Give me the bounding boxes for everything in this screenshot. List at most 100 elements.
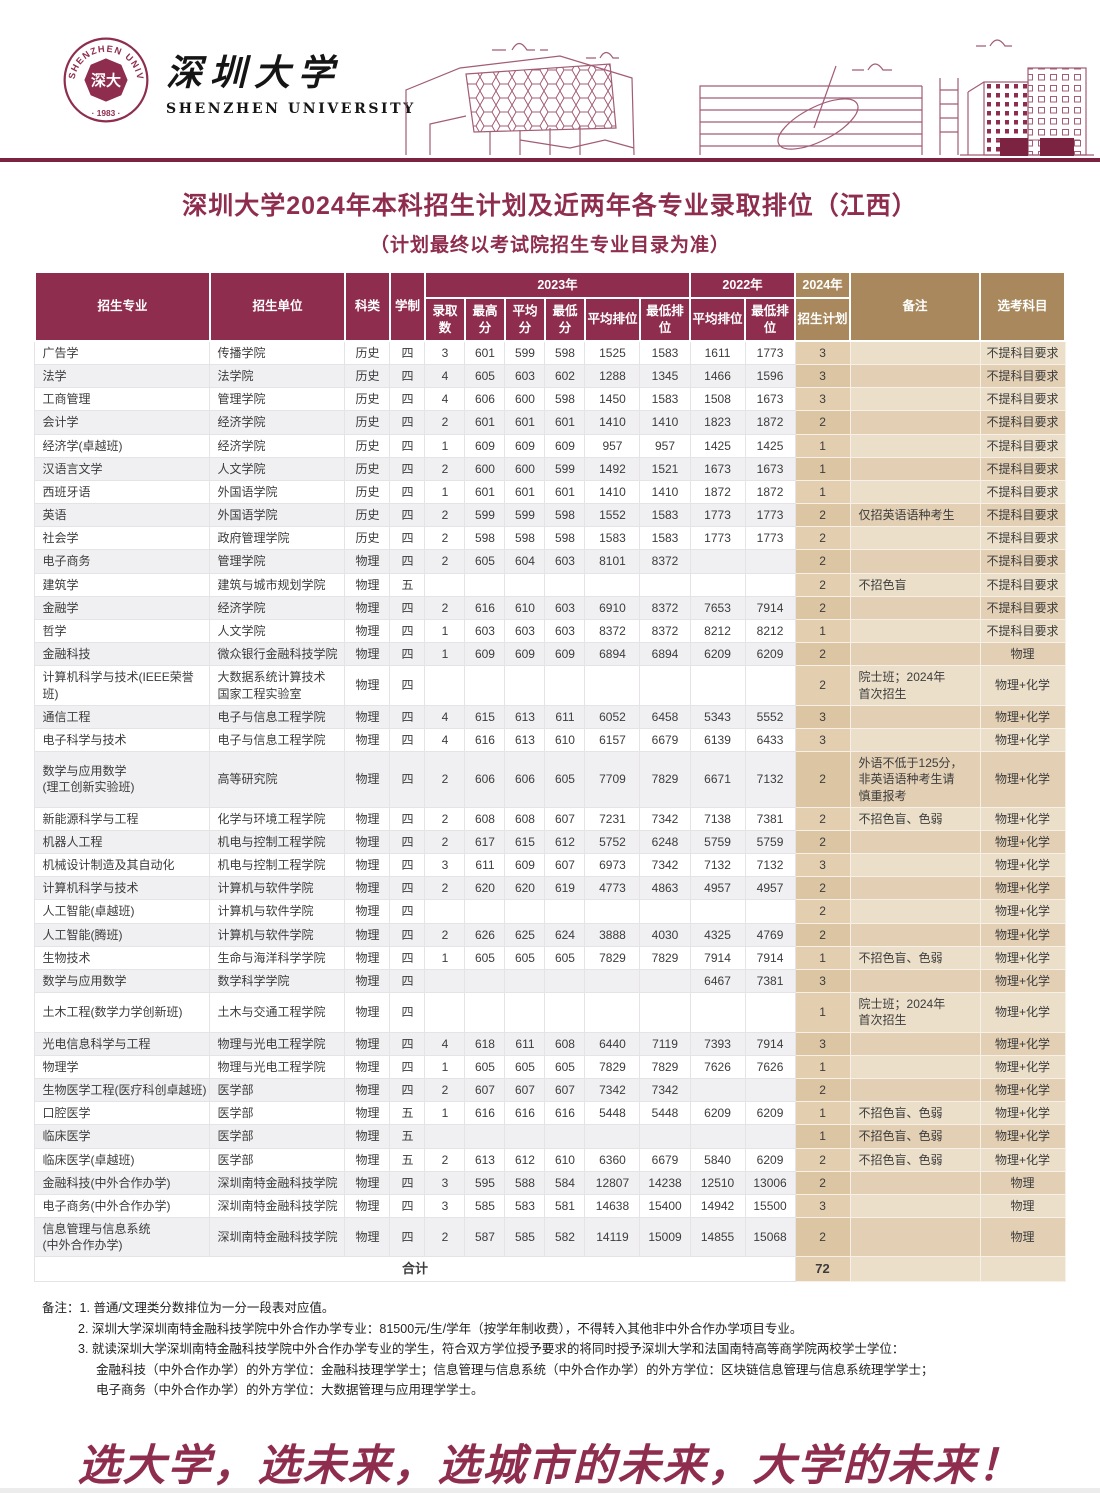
avg-rank-2022-cell: 7138 <box>689 806 746 831</box>
min-score-cell: 582 <box>544 1217 586 1258</box>
header-2024: 2024年 <box>794 270 852 300</box>
table-row: 英语 外国语学院 历史 四 2 599 599 598 1552 1583 17… <box>34 503 1066 528</box>
unit-cell: 建筑与城市规划学院 <box>209 572 346 597</box>
max-score-cell: 617 <box>464 829 506 855</box>
subjects-cell: 物理+化学 <box>979 968 1066 994</box>
avg-rank-2022-cell: 6671 <box>689 751 746 808</box>
table-row: 机器人工程 机电与控制工程学院 物理 四 2 617 615 612 5752 … <box>34 829 1066 855</box>
category-cell: 物理 <box>344 665 391 706</box>
header-duration: 学制 <box>388 271 426 342</box>
subjects-cell: 物理+化学 <box>979 922 1066 947</box>
max-score-cell: 601 <box>464 340 506 365</box>
avg-score-cell: 613 <box>504 727 546 753</box>
table-row: 电子商务(中外合作办学) 深圳南特金融科技学院 物理 四 3 585 583 5… <box>34 1193 1066 1219</box>
subjects-cell: 物理+化学 <box>979 945 1066 971</box>
remark-cell <box>849 642 981 667</box>
min-rank-2023-cell: 7829 <box>639 1054 691 1079</box>
table-row: 金融科技 微众银行金融科技学院 物理 四 1 609 609 609 6894 … <box>34 642 1066 667</box>
admitted-count-cell <box>424 1124 466 1149</box>
avg-rank-2023-cell: 1492 <box>584 456 641 481</box>
note-line: 备注：1. 普通/文理类分数排位为一分一段表对应值。 <box>42 1300 335 1315</box>
min-rank-2022-cell: 8212 <box>744 618 796 644</box>
logo-chinese-name: 深圳大学 <box>166 51 343 94</box>
table-row: 广告学 传播学院 历史 四 3 601 599 598 1525 1583 16… <box>34 340 1066 365</box>
remark-cell <box>849 479 981 505</box>
avg-rank-2023-cell: 4773 <box>584 876 641 901</box>
plan-2024-cell: 1 <box>794 992 851 1033</box>
table-row: 法学 法学院 历史 四 4 605 603 602 1288 1345 1466… <box>34 363 1066 389</box>
min-rank-2022-cell <box>744 1124 796 1149</box>
category-cell: 物理 <box>344 727 391 753</box>
plan-2024-cell: 3 <box>794 1193 851 1219</box>
min-score-cell: 601 <box>544 479 586 505</box>
unit-cell: 计算机与软件学院 <box>209 876 346 901</box>
admitted-count-cell <box>424 899 466 924</box>
category-cell: 物理 <box>344 595 391 621</box>
subjects-cell: 不提科目要求 <box>979 363 1066 389</box>
header-avg-rank-2023: 平均排位 <box>583 297 641 342</box>
plan-2024-cell: 1 <box>794 945 851 971</box>
min-rank-2022-cell <box>744 665 796 706</box>
plan-2024-cell: 2 <box>794 1077 851 1103</box>
admitted-count-cell: 3 <box>424 1170 466 1195</box>
avg-score-cell <box>504 899 546 924</box>
plan-2024-cell: 1 <box>794 479 851 505</box>
admitted-count-cell: 2 <box>424 410 466 435</box>
remark-cell: 院士班；2024年 首次招生 <box>849 992 981 1033</box>
university-seal-icon: SHENZHEN UNIVERSITY 深大 · 1983 · <box>62 36 149 123</box>
avg-rank-2022-cell: 1773 <box>689 526 746 551</box>
avg-rank-2022-cell: 8212 <box>689 618 746 644</box>
header-major: 招生专业 <box>33 271 211 342</box>
min-rank-2022-cell: 6209 <box>744 1147 796 1172</box>
plan-2024-cell: 3 <box>794 853 851 878</box>
major-cell: 计算机科学与技术(IEEE荣誉班) <box>34 665 211 706</box>
major-cell: 广告学 <box>34 340 211 365</box>
avg-rank-2022-cell: 1425 <box>689 433 746 458</box>
remark-cell: 不招色盲、色弱 <box>849 1147 981 1172</box>
duration-cell: 四 <box>389 1031 426 1056</box>
subjects-cell: 物理+化学 <box>979 704 1066 729</box>
min-score-cell: 584 <box>544 1170 586 1195</box>
remark-cell <box>849 1193 981 1219</box>
major-cell: 生物技术 <box>34 945 211 971</box>
min-rank-2023-cell: 7829 <box>639 751 691 808</box>
major-cell: 电子商务 <box>34 549 211 574</box>
avg-score-cell <box>504 992 546 1033</box>
duration-cell: 四 <box>389 853 426 878</box>
table-row: 西班牙语 外国语学院 历史 四 1 601 601 601 1410 1410 … <box>34 479 1066 505</box>
plan-2024-cell: 3 <box>794 1031 851 1056</box>
seal-year: · 1983 · <box>92 108 121 118</box>
min-rank-2022-cell: 1673 <box>744 387 796 412</box>
major-cell: 电子商务(中外合作办学) <box>34 1193 211 1219</box>
min-score-cell: 612 <box>544 829 586 855</box>
avg-rank-2022-cell: 1508 <box>689 387 746 412</box>
remark-cell: 不招色盲 <box>849 572 981 597</box>
min-rank-2023-cell <box>639 968 691 994</box>
min-rank-2023-cell: 1345 <box>639 363 691 389</box>
avg-score-cell <box>504 665 546 706</box>
min-score-cell: 598 <box>544 340 586 365</box>
admitted-count-cell: 3 <box>424 1193 466 1219</box>
min-rank-2022-cell: 15068 <box>744 1217 796 1258</box>
avg-rank-2023-cell <box>584 968 641 994</box>
avg-score-cell: 604 <box>504 549 546 574</box>
remark-cell <box>849 526 981 551</box>
max-score-cell <box>464 1124 506 1149</box>
table-row: 电子商务 管理学院 物理 四 2 605 604 603 8101 8372 2… <box>34 549 1066 574</box>
min-rank-2023-cell: 15009 <box>639 1217 691 1258</box>
plan-2024-cell: 2 <box>794 806 851 831</box>
plan-2024-cell: 2 <box>794 1217 851 1258</box>
avg-rank-2022-cell: 6467 <box>689 968 746 994</box>
plan-2024-cell: 1 <box>794 433 851 458</box>
avg-score-cell: 603 <box>504 618 546 644</box>
max-score-cell <box>464 992 506 1033</box>
table-row: 临床医学(卓越班) 医学部 物理 五 2 613 612 610 6360 66… <box>34 1147 1066 1172</box>
duration-cell: 四 <box>389 595 426 621</box>
avg-score-cell <box>504 1124 546 1149</box>
category-cell: 物理 <box>344 1147 391 1172</box>
subjects-cell: 物理+化学 <box>979 727 1066 753</box>
duration-cell: 四 <box>389 387 426 412</box>
duration-cell: 四 <box>389 751 426 808</box>
max-score-cell: 616 <box>464 595 506 621</box>
admitted-count-cell: 2 <box>424 806 466 831</box>
